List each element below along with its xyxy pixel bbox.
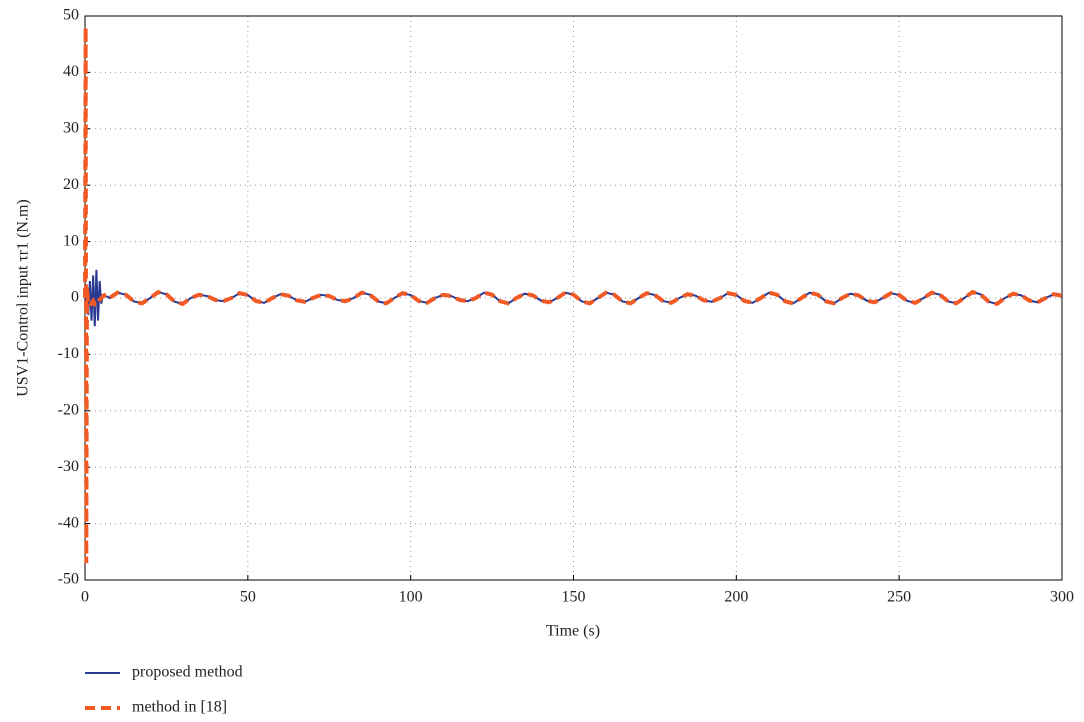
y-tick-label: -40	[58, 514, 79, 531]
y-tick-label: -20	[58, 401, 79, 418]
y-axis-label: USV1-Control input τr1 (N.m)	[15, 199, 32, 397]
x-tick-label: 0	[81, 589, 89, 606]
y-tick-label: 20	[63, 176, 79, 193]
series-line	[83, 27, 1063, 564]
x-tick-label: 250	[887, 589, 911, 606]
y-tick-label: 30	[63, 119, 79, 136]
x-tick-label: 50	[240, 589, 256, 606]
x-tick-label: 300	[1050, 589, 1074, 606]
x-tick-label: 150	[562, 589, 586, 606]
y-tick-label: 0	[71, 289, 79, 306]
legend-label: method in [18]	[132, 699, 227, 716]
x-tick-label: 100	[399, 589, 423, 606]
y-tick-label: -10	[58, 345, 79, 362]
y-tick-label: -30	[58, 458, 79, 475]
x-axis-label: Time (s)	[546, 623, 600, 640]
y-tick-label: 10	[63, 232, 79, 249]
y-tick-label: 40	[63, 63, 79, 80]
y-tick-label: -50	[58, 571, 79, 588]
y-tick-label: 50	[63, 7, 79, 24]
x-tick-label: 200	[724, 589, 748, 606]
legend-label: proposed method	[132, 664, 243, 681]
